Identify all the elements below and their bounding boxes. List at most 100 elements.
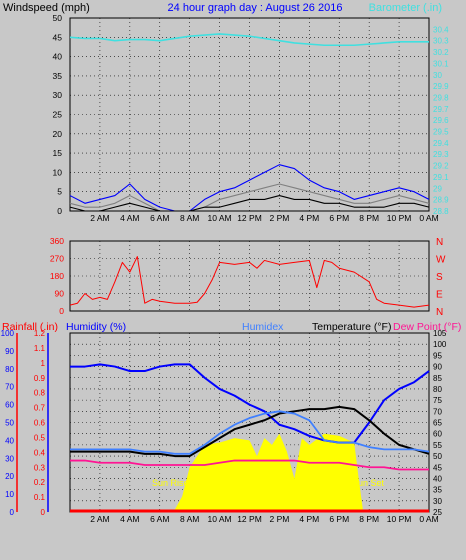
- temperature-tick-label: 50: [433, 452, 442, 461]
- wind-grid: [70, 18, 429, 211]
- x-tick-label: 10 AM: [208, 213, 232, 223]
- x-tick-label: 12 PM: [237, 514, 262, 524]
- rainfall-tick-label: 0.7: [34, 404, 46, 413]
- direction-series: [69, 256, 430, 308]
- barometer-tick-label: 28.9: [433, 196, 449, 205]
- rainfall-tick-label: 0.1: [34, 493, 46, 502]
- windspeed-tick-label: 15: [53, 148, 63, 158]
- rainfall-tick-label: 0.5: [34, 433, 46, 442]
- sunset-annotation: Sun Set: [352, 478, 385, 488]
- x-tick-label: 2 PM: [269, 514, 289, 524]
- barometer-tick-label: 29.9: [433, 82, 449, 91]
- humidity-tick-label: 10: [5, 490, 14, 499]
- rainfall-tick-label: 0.6: [34, 419, 46, 428]
- temperature-tick-label: 25: [433, 508, 442, 517]
- compass-label: S: [436, 272, 443, 283]
- sunrise-annotation: Sun Rise: [152, 478, 189, 488]
- windspeed-tick-label: 45: [53, 32, 63, 42]
- barometer-tick-label: 29.6: [433, 116, 449, 125]
- windspeed-tick-label: 0: [57, 206, 62, 216]
- rainfall-tick-label: 0.3: [34, 463, 46, 472]
- barometer-tick-label: 30.1: [433, 59, 449, 68]
- wind-series: [69, 33, 430, 212]
- x-tick-label: 10 PM: [387, 213, 412, 223]
- direction-degree-label: 90: [55, 289, 65, 299]
- temperature-legend-label: Temperature (°F): [312, 321, 391, 333]
- windspeed-tick-label: 25: [53, 110, 63, 120]
- barometer-tick-label: 28.8: [433, 207, 449, 216]
- temperature-tick-label: 40: [433, 474, 442, 483]
- x-tick-label: 10 PM: [387, 514, 412, 524]
- humidity-axis-title: Humidity (%): [66, 321, 126, 333]
- barometer-tick-label: 29.2: [433, 162, 449, 171]
- direction-degree-label: 180: [50, 271, 64, 281]
- temperature-tick-label: 80: [433, 385, 442, 394]
- windspeed-tick-label: 5: [57, 187, 62, 197]
- temperature-tick-label: 85: [433, 374, 442, 383]
- x-tick-label: 6 AM: [150, 213, 169, 223]
- solar-area: [70, 433, 429, 512]
- compass-label: E: [436, 290, 443, 301]
- humidity-tick-label: 0: [10, 508, 15, 517]
- x-tick-label: 6 PM: [329, 514, 349, 524]
- temp-series: [70, 363, 430, 513]
- humidity-tick-label: 50: [5, 419, 14, 428]
- barometer-tick-label: 30.2: [433, 48, 449, 57]
- direction-degree-label: 360: [50, 236, 64, 246]
- direction-line: [69, 256, 430, 308]
- humidity-tick-label: 70: [5, 383, 14, 392]
- rainfall-tick-label: 1: [41, 359, 46, 368]
- barometer-axis-title: Barometer (.in): [369, 2, 442, 14]
- wind-series-line-1: [69, 164, 430, 212]
- x-tick-label: 0 AM: [419, 213, 438, 223]
- temperature-tick-label: 65: [433, 419, 442, 428]
- windspeed-tick-label: 20: [53, 129, 63, 139]
- barometer-tick-label: 29.3: [433, 150, 449, 159]
- temperature-tick-label: 100: [433, 340, 447, 349]
- x-tick-label: 8 PM: [359, 514, 379, 524]
- dewpoint-legend-label: Dew Point (°F): [393, 321, 461, 333]
- rainfall-tick-label: 0.4: [34, 448, 46, 457]
- x-tick-label: 12 PM: [237, 213, 262, 223]
- x-tick-label: 0 AM: [419, 514, 438, 524]
- temperature-tick-label: 45: [433, 463, 442, 472]
- rainfall-tick-label: 0.9: [34, 374, 46, 383]
- temperature-tick-label: 30: [433, 497, 442, 506]
- x-tick-label: 4 AM: [120, 213, 139, 223]
- wind-axes: 0 5 10 15 20 25 30 35 40 45 50 28.8 28.9 29 29.1 29.2 29…: [53, 13, 450, 223]
- humidity-tick-label: 20: [5, 472, 14, 481]
- humidex-legend-label: Humidex: [242, 321, 284, 333]
- humidity-tick-label: 90: [5, 347, 14, 356]
- barometer-tick-label: 29.8: [433, 93, 449, 102]
- x-tick-label: 8 AM: [180, 213, 199, 223]
- x-tick-label: 2 PM: [269, 213, 289, 223]
- x-tick-label: 6 AM: [150, 514, 169, 524]
- barometer-tick-label: 29.5: [433, 128, 449, 137]
- humidity-tick-label: 100: [1, 329, 15, 338]
- compass-label: N: [436, 307, 443, 318]
- x-tick-label: 4 AM: [120, 514, 139, 524]
- humidity-tick-label: 60: [5, 401, 14, 410]
- windspeed-tick-label: 10: [53, 167, 63, 177]
- barometer-tick-label: 29.1: [433, 173, 449, 182]
- barometer-tick-label: 29.4: [433, 139, 449, 148]
- wind-series-line-3: [69, 195, 430, 212]
- compass-label: N: [436, 237, 443, 248]
- rainfall-tick-label: 0.8: [34, 389, 46, 398]
- temperature-tick-label: 90: [433, 363, 442, 372]
- wind-series-line-2: [69, 183, 430, 212]
- temperature-tick-label: 70: [433, 407, 442, 416]
- windspeed-tick-label: 35: [53, 71, 63, 81]
- temperature-tick-label: 35: [433, 486, 442, 495]
- wind-series-line-0: [69, 33, 429, 47]
- temp-axes: 25303540455055606570758085909510010500.1…: [1, 329, 447, 524]
- temperature-tick-label: 95: [433, 351, 442, 360]
- barometer-tick-label: 30: [433, 71, 442, 80]
- windspeed-tick-label: 30: [53, 90, 63, 100]
- x-tick-label: 10 AM: [208, 514, 232, 524]
- temp-series-line-3: [70, 410, 430, 455]
- rainfall-tick-label: 0: [41, 508, 46, 517]
- barometer-tick-label: 30.4: [433, 25, 449, 34]
